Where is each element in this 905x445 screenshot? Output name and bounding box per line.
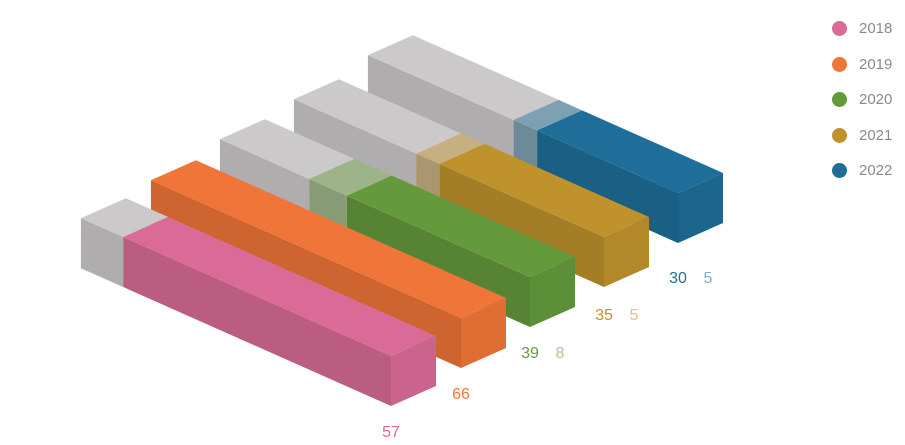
legend-item-2021[interactable]: 2021 — [832, 118, 892, 154]
value-label-2019: 66 — [452, 386, 470, 403]
secondary-label-2021: 5 — [630, 307, 639, 324]
legend-item-2018[interactable]: 2018 — [832, 11, 892, 47]
legend-label: 2020 — [859, 91, 893, 109]
bar-2021-remainder-top — [293, 79, 462, 154]
bar-2022-top — [537, 110, 723, 193]
bar-2018-remainder-top — [80, 198, 169, 237]
value-label-2022: 30 — [669, 270, 687, 287]
legend-dot-icon — [832, 163, 847, 179]
legend-label: 2018 — [859, 20, 893, 38]
bar-2021-top — [439, 143, 649, 237]
value-label-2018: 57 — [382, 424, 400, 441]
bar-2021-secondary-top — [416, 133, 485, 164]
legend-label: 2021 — [859, 126, 893, 144]
bar-2019-front — [461, 298, 506, 368]
bar-2018-remainder-side — [80, 218, 124, 287]
legend-item-2020[interactable]: 2020 — [832, 82, 892, 118]
bar-2019-top — [150, 160, 506, 318]
bar-2020-front — [530, 257, 575, 327]
legend-item-2019[interactable]: 2019 — [832, 47, 892, 83]
legend-dot-icon — [832, 56, 847, 72]
legend-label: 2022 — [859, 162, 893, 180]
bar-2020-secondary-top — [309, 158, 392, 196]
bar-2020-remainder-top — [219, 119, 355, 179]
secondary-label-2022: 5 — [704, 270, 713, 287]
bar-2018-top — [123, 217, 436, 356]
legend-label: 2019 — [859, 55, 893, 73]
legend-dot-icon — [832, 92, 847, 108]
legend: 2018 2019 2020 2021 2022 — [832, 11, 892, 189]
bar-2018-side — [123, 237, 391, 406]
bar-2020-top — [346, 175, 575, 277]
bar-2022-secondary-top — [513, 99, 583, 131]
value-label-2021: 35 — [595, 307, 613, 324]
bar-2018-front — [391, 336, 436, 406]
legend-dot-icon — [832, 21, 847, 37]
legend-item-2022[interactable]: 2022 — [832, 153, 892, 189]
bar-2022-remainder-top — [367, 35, 559, 120]
bar-2021-front — [604, 217, 649, 287]
legend-dot-icon — [832, 127, 847, 143]
secondary-label-2020: 8 — [556, 345, 565, 362]
bar-2022-front — [678, 173, 723, 243]
value-label-2020: 39 — [521, 345, 539, 362]
